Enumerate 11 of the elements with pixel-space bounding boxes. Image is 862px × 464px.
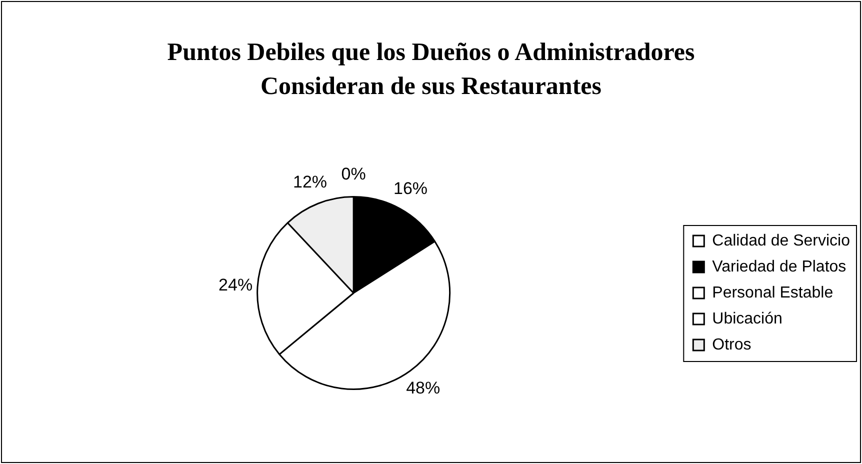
data-label: 24%	[218, 275, 253, 294]
legend-label: Variedad de Platos	[712, 258, 846, 276]
chart-title: Puntos Debiles que los Dueños o Administradores Consideran de sus Restaurantes	[166, 38, 696, 102]
data-label: 16%	[394, 179, 428, 198]
text: 0%	[341, 164, 366, 184]
data-label: 48%	[406, 378, 440, 398]
legend-label: Otros	[712, 336, 752, 354]
legend-label: Ubicación	[712, 310, 782, 328]
legend-label: Personal Estable	[712, 284, 834, 302]
data-label: 12%	[293, 172, 328, 192]
legend-label: Calidad de Servicio	[712, 232, 850, 250]
